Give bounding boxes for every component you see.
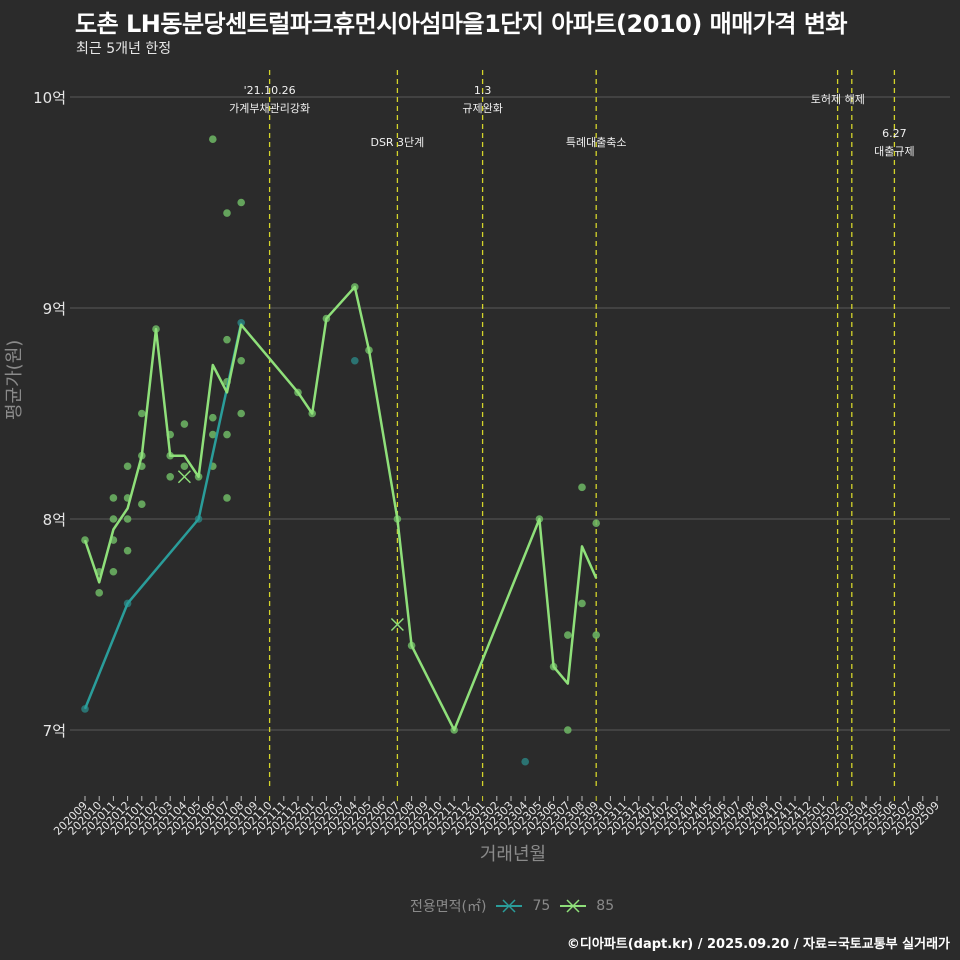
scatter-point-85 (209, 413, 217, 422)
scatter-point-85 (123, 462, 132, 471)
scatter-point-85 (109, 494, 118, 502)
cross-marker-icon (390, 618, 404, 631)
y-tick-label: 7억 (43, 722, 66, 740)
legend-title: 전용면적(㎡) (410, 899, 487, 915)
line-cross-icon (496, 899, 523, 913)
series-line-75 (83, 322, 243, 710)
scatter-point-85 (109, 515, 118, 523)
scatter-point-75 (521, 757, 529, 766)
chart-title: 도촌 LH동분당센트럴파크휴먼시아섬마을1단지 아파트(2010) 매매가격 변… (75, 10, 847, 38)
x-axis-label: 거래년월 (479, 844, 547, 865)
scatter-point-85 (564, 726, 572, 734)
event-annotation: 규제완화 (462, 102, 502, 115)
event-annotation: 토허제 해제 (811, 92, 865, 106)
scatter-point-85 (95, 589, 103, 597)
event-annotation: '21.10.26 (244, 84, 296, 97)
event-annotation: 6.27 (882, 127, 907, 140)
event-annotation: 1.3 (474, 84, 492, 97)
scatter-point-85 (138, 500, 146, 509)
scatter-point-85 (223, 430, 231, 439)
legend-label-85: 85 (596, 898, 615, 914)
x-axis-ticks: 2020092020102020112020122021012021022021… (51, 796, 942, 838)
y-grid-lines (70, 96, 950, 731)
cross-marker-icon (177, 470, 191, 484)
y-tick-label: 8억 (43, 511, 66, 529)
scatter-point-85 (123, 546, 132, 555)
scatter-point-85 (209, 135, 217, 143)
scatter-point-85 (578, 599, 586, 608)
source-credit: ©디아파트(dapt.kr) / 2025.09.20 / 자료=국토교통부 실… (566, 937, 950, 952)
chart-subtitle: 최근 5개년 한정 (76, 41, 172, 57)
legend-label-75: 75 (532, 898, 551, 914)
scatter-points (81, 135, 600, 766)
scatter-point-85 (209, 430, 217, 439)
series-line-85 (83, 285, 598, 732)
scatter-point-85 (109, 567, 118, 576)
series-lines (83, 285, 598, 732)
y-tick-label: 10억 (33, 89, 66, 107)
event-annotation: 특례대출축소 (566, 136, 627, 149)
scatter-point-85 (564, 631, 572, 639)
scatter-point-85 (592, 631, 600, 639)
scatter-point-85 (138, 409, 146, 418)
event-annotation: DSR 3단계 (370, 136, 424, 149)
scatter-point-75 (351, 356, 359, 365)
legend-item-75: 75 (494, 898, 550, 914)
event-annotation: 가계부채관리강화 (229, 102, 310, 115)
scatter-point-85 (180, 420, 189, 428)
y-axis-ticks: 7억 8억 9억 10억 (33, 89, 66, 740)
legend: 전용면적(㎡) 75 85 (410, 896, 614, 916)
scatter-point-85 (237, 198, 245, 207)
y-tick-label: 9억 (43, 300, 66, 318)
scatter-point-85 (578, 483, 586, 492)
scatter-point-85 (223, 209, 231, 217)
scatter-point-85 (223, 335, 231, 344)
scatter-point-85 (237, 409, 245, 418)
event-annotation: 대출규제 (874, 145, 914, 158)
scatter-point-85 (123, 515, 132, 523)
scatter-point-85 (180, 462, 189, 471)
line-cross-icon (560, 899, 587, 913)
legend-item-85: 85 (558, 898, 614, 914)
scatter-point-85 (237, 356, 245, 365)
y-axis-label: 평균가(원) (4, 339, 25, 420)
scatter-point-85 (223, 494, 231, 502)
scatter-point-85 (166, 473, 174, 481)
cross-markers (177, 470, 404, 631)
scatter-point-85 (592, 519, 600, 528)
scatter-point-75 (237, 318, 245, 327)
